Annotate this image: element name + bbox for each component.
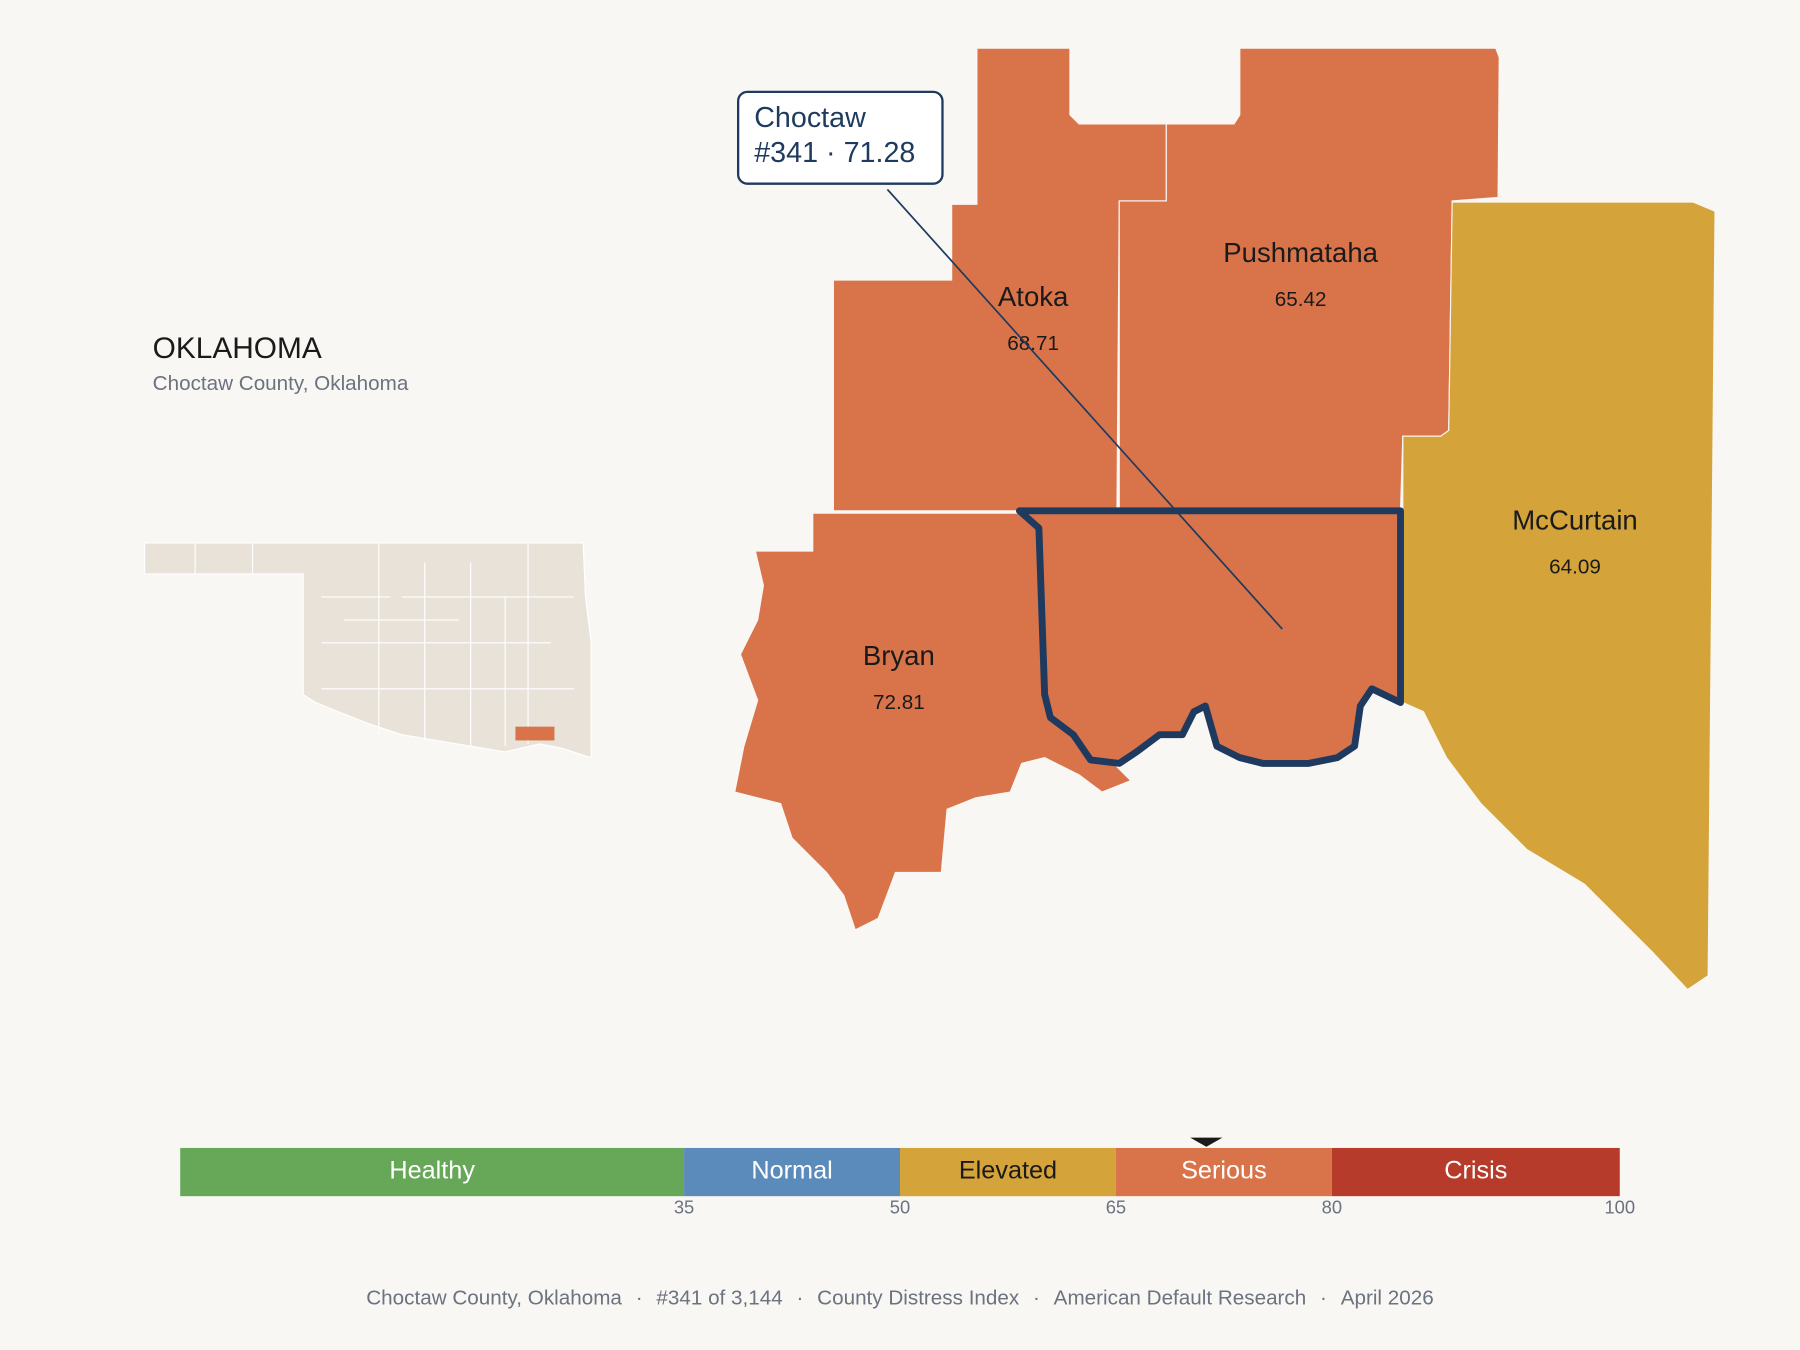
legend-label: Serious <box>1181 1157 1267 1185</box>
county-labels: Atoka68.71Pushmataha65.42McCurtain64.09B… <box>863 237 1638 714</box>
county-mccurtain[interactable] <box>1402 201 1716 991</box>
footer-separator: · <box>1320 1287 1327 1310</box>
county-name: McCurtain <box>1512 505 1638 536</box>
legend-segment <box>1115 1147 1332 1197</box>
legend-segment <box>1331 1147 1620 1197</box>
callout-name: Choctaw <box>754 102 866 134</box>
county-name: Bryan <box>863 640 935 671</box>
footer-separator: · <box>1033 1287 1040 1310</box>
score: 71.28 <box>844 136 916 168</box>
state-inset <box>144 542 592 759</box>
legend-tick-label: 50 <box>890 1197 910 1218</box>
county-atoka[interactable] <box>832 47 1167 512</box>
legend-label: Crisis <box>1444 1157 1507 1185</box>
county-borders <box>194 542 574 747</box>
legend-label: Normal <box>751 1157 832 1185</box>
county-name: Atoka <box>998 281 1069 312</box>
county-pushmataha[interactable] <box>1118 47 1500 512</box>
footer-item: American Default Research <box>1054 1287 1307 1310</box>
legend-segment <box>180 1147 685 1197</box>
county-name: Pushmataha <box>1223 237 1378 268</box>
footer-separator: · <box>797 1287 804 1310</box>
legend-tick-label: 65 <box>1106 1197 1126 1218</box>
legend-label: Elevated <box>959 1157 1057 1185</box>
callout-rank: #341 · 71.28 <box>754 136 915 168</box>
legend-tick-label: 100 <box>1604 1197 1635 1218</box>
county-choctaw[interactable] <box>1015 507 1404 767</box>
county-score: 64.09 <box>1549 556 1601 579</box>
legend-segment <box>900 1147 1116 1197</box>
footer-item: Choctaw County, Oklahoma <box>366 1287 622 1310</box>
footer-item: #341 of 3,144 <box>656 1287 782 1310</box>
legend-tick-label: 35 <box>674 1197 694 1218</box>
legend: Healthy 35 Normal 50 Elevated 65 Serious 80 Cris… <box>180 1137 1635 1218</box>
state-title: OKLAHOMA <box>153 332 322 365</box>
selected-county-inset <box>515 726 555 741</box>
legend-label: Healthy <box>389 1157 475 1185</box>
subtitle: Choctaw County, Oklahoma <box>153 372 409 395</box>
footer: Choctaw County, Oklahoma · #341 of 3,144 · C… <box>366 1287 1433 1310</box>
footer-item: County Distress Index <box>817 1287 1020 1310</box>
separator: · <box>826 136 836 168</box>
legend-tick-label: 80 <box>1322 1197 1342 1218</box>
county-score: 72.81 <box>873 691 925 714</box>
callout-leader <box>886 188 1283 630</box>
footer-separator: · <box>636 1287 643 1310</box>
legend-segment <box>684 1147 900 1197</box>
rank: #341 <box>754 136 818 168</box>
callout-box <box>736 90 944 185</box>
footer-item: April 2026 <box>1341 1287 1434 1310</box>
county-score: 65.42 <box>1275 288 1327 311</box>
score-marker <box>1190 1137 1223 1147</box>
